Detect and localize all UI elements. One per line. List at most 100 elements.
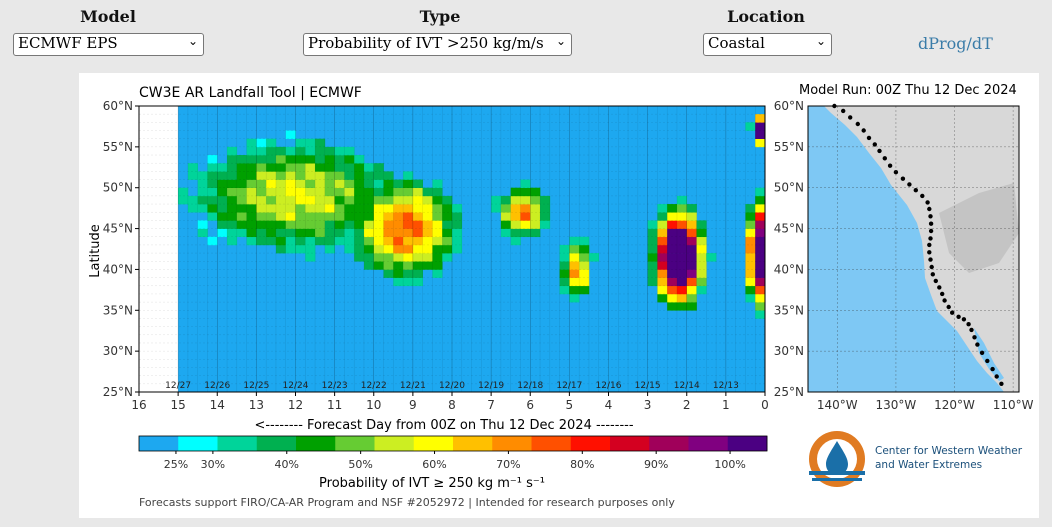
map-lat-label: 35°N	[774, 303, 804, 317]
heatmap-cell	[285, 171, 296, 180]
heatmap-cell	[432, 228, 443, 238]
heatmap-cell	[667, 293, 678, 303]
heatmap-cell	[315, 220, 326, 229]
heatmap-cell	[354, 228, 365, 238]
date-label: 12/27	[165, 381, 191, 391]
heatmap-cell	[275, 187, 287, 197]
heatmap-cell	[569, 293, 580, 303]
heatmap-cell	[275, 220, 287, 229]
map-lat-label: 30°N	[774, 344, 804, 358]
location-select-value: Coastal	[708, 34, 765, 52]
heatmap-cell	[344, 171, 355, 180]
heatmap-cell	[217, 171, 228, 180]
heatmap-cell	[383, 171, 394, 180]
heatmap-cell	[207, 155, 218, 164]
heatmap-cell	[285, 187, 296, 197]
heatmap-cell	[207, 163, 218, 172]
heatmap-cell	[315, 204, 326, 213]
date-labels: 12/27 12/26 12/25 12/24 12/23 12/22 12/21 12/20…	[165, 381, 739, 391]
heatmap-cell	[412, 220, 423, 229]
heatmap-cell	[207, 171, 218, 180]
heatmap-cell	[393, 277, 404, 287]
heatmap-cell	[354, 253, 365, 262]
heatmap-cell	[344, 146, 355, 156]
heatmap-cell	[686, 253, 697, 262]
map-lon-label: 110°W	[993, 398, 1034, 412]
heatmap-cell	[217, 220, 228, 229]
dprog-dt-link[interactable]: dProg/dT	[918, 34, 993, 53]
heatmap-cell	[755, 130, 766, 139]
heatmap-cell	[657, 244, 668, 254]
heatmap-cell	[354, 171, 365, 180]
heatmap-cell	[432, 261, 443, 270]
heatmap-cell	[667, 244, 678, 254]
heatmap-cell	[217, 212, 228, 221]
colorbar-segment	[492, 436, 532, 451]
heatmap-cell	[324, 171, 335, 180]
heatmap-cell	[657, 285, 668, 295]
heatmap-cell	[422, 236, 433, 246]
colorbar-segment	[531, 436, 572, 451]
heatmap-cell	[275, 195, 287, 205]
heatmap-cell	[403, 269, 414, 278]
heatmap-cell	[412, 204, 423, 213]
heatmap-cell	[256, 228, 267, 238]
heatmap-cell	[305, 204, 316, 213]
heatmap-cell	[266, 187, 277, 197]
heatmap-cell	[676, 204, 688, 213]
location-select[interactable]: Coastal ⌄	[703, 33, 832, 56]
heatmap-cell	[745, 285, 756, 295]
heatmap-cell	[755, 138, 766, 148]
heatmap-cell	[393, 269, 404, 278]
heatmap-cell	[647, 253, 658, 262]
heatmap-cell	[373, 187, 384, 197]
heatmap-cell	[530, 212, 541, 221]
coastal-point	[994, 374, 999, 379]
heatmap-cell	[647, 261, 658, 270]
coastal-point	[999, 381, 1004, 386]
heatmap-cell	[755, 310, 766, 319]
heatmap-cell	[266, 155, 277, 164]
heatmap-cell	[510, 220, 521, 229]
heatmap-cell	[207, 195, 218, 205]
date-label: 12/16	[596, 381, 622, 391]
colorbar-segment	[335, 436, 375, 451]
heatmap-cell	[354, 195, 365, 205]
y-tick-label: 25°N	[103, 385, 133, 399]
heatmap-cell	[667, 269, 678, 278]
heatmap-cell	[334, 236, 345, 246]
coastal-point	[866, 135, 872, 141]
colorbar-segment	[570, 436, 611, 451]
heatmap-cell	[246, 204, 257, 213]
heatmap-cell	[403, 179, 414, 189]
model-select[interactable]: ECMWF EPS ⌄	[13, 33, 204, 56]
heatmap-cell	[383, 253, 394, 262]
coastal-point	[900, 176, 906, 181]
heatmap-cell	[412, 236, 423, 246]
colorbar-segment	[688, 436, 729, 451]
heatmap-cell	[432, 220, 443, 229]
heatmap-cell	[236, 212, 247, 221]
logo-text-line2: and Water Extremes	[875, 459, 982, 471]
heatmap-cell	[393, 204, 404, 213]
date-label: 12/23	[322, 381, 348, 391]
heatmap-cell	[432, 187, 443, 197]
heatmap-cell	[334, 155, 345, 164]
heatmap-cell	[373, 228, 384, 238]
heatmap-cell	[295, 228, 306, 238]
type-select[interactable]: Probability of IVT >250 kg/m/s ⌄	[303, 33, 572, 56]
heatmap-cell	[442, 212, 453, 221]
heatmap-cell	[285, 228, 296, 238]
coastal-point	[920, 193, 925, 199]
heatmap-cell	[256, 138, 267, 148]
heatmap-cell	[559, 269, 570, 278]
heatmap-cell	[305, 155, 316, 164]
y-tick-label: 55°N	[103, 140, 133, 154]
x-tick-label: 14	[210, 398, 225, 412]
heatmap-cell	[363, 253, 375, 262]
no-data-region	[139, 106, 179, 392]
heatmap-cell	[344, 220, 355, 229]
heatmap-cell	[579, 269, 590, 278]
colorbar-tick-label: 90%	[644, 458, 668, 471]
heatmap-cell	[676, 244, 688, 254]
